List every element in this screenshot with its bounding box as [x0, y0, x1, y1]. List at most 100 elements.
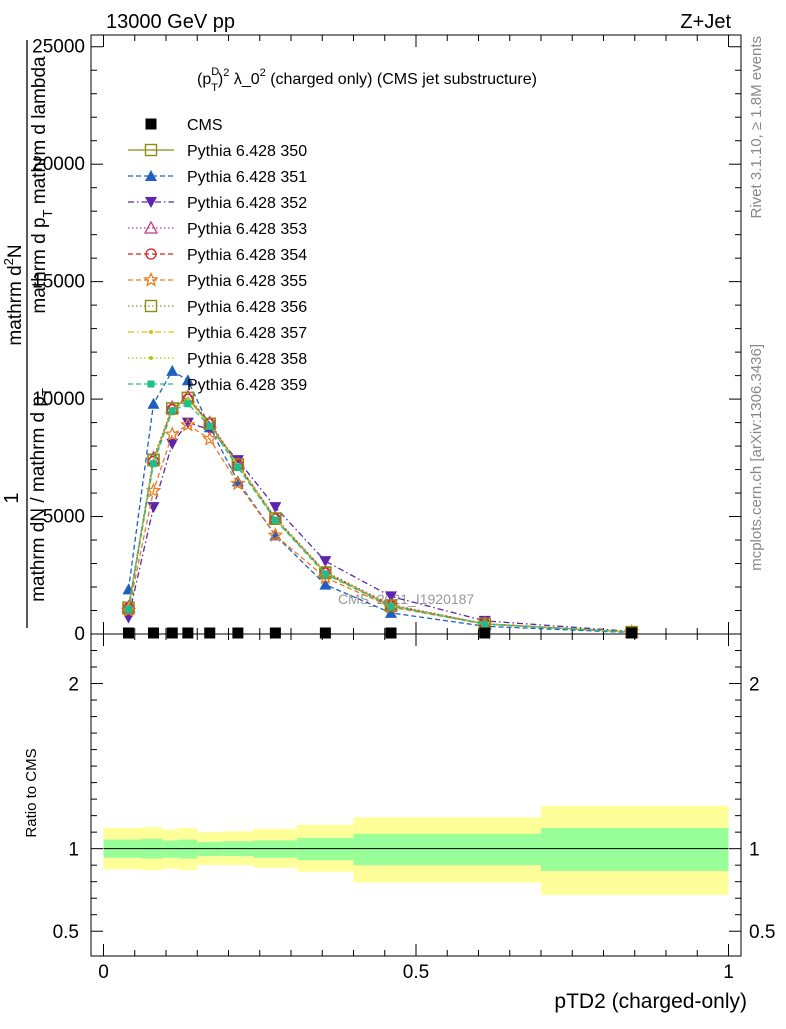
legend-item: Pythia 6.428 353: [128, 220, 307, 238]
ylabel-denominator: mathrm dN / mathrm d pT: [28, 388, 54, 602]
data-point: [185, 397, 190, 402]
legend-item: Pythia 6.428 350: [128, 143, 307, 160]
ratio-y-tick-label-right: 2: [749, 675, 760, 696]
main-y-tick-label: 0: [74, 624, 85, 645]
ratio-y-tick-label-right: 0.5: [749, 922, 775, 943]
legend-item: CMS: [145, 117, 223, 134]
data-point: [269, 627, 281, 639]
data-point: [385, 627, 397, 639]
title-part-open: (p: [197, 71, 211, 88]
ratio-plot: 0.5 0.5 1 1 2 2 0 0.5 1 Ratio to CMS pTD2 (char…: [23, 633, 776, 1013]
data-point: [204, 627, 216, 639]
main-y-tick-labels: 0 5000 10000 15000 20000 25000: [32, 37, 85, 645]
data-point: [166, 627, 178, 639]
x-tick-label: 1: [723, 962, 734, 983]
data-point: [479, 627, 491, 639]
ylabel-num-c: mathrm d p: [29, 217, 50, 313]
data-point: [184, 400, 192, 408]
ylabel-num-sup: 2: [1, 258, 16, 265]
series-pythia-6-428-354: [122, 393, 638, 638]
legend-marker: [145, 248, 157, 260]
title-part-sup-2: 2: [223, 67, 229, 79]
legend-label: CMS: [187, 117, 223, 134]
main-y-tick-label: 25000: [32, 37, 85, 58]
legend-item: Pythia 6.428 359: [128, 377, 307, 394]
data-point: [384, 599, 398, 612]
legend-item: Pythia 6.428 356: [128, 299, 307, 316]
title-part-close: ): [218, 71, 223, 88]
legend-label: Pythia 6.428 356: [187, 299, 307, 316]
ratio-y-tick-label: 0.5: [53, 922, 79, 943]
ratio-inner-band: [428, 833, 541, 866]
data-point: [319, 578, 332, 590]
legend-item: Pythia 6.428 352: [128, 195, 307, 212]
legend-label: Pythia 6.428 354: [187, 247, 307, 264]
ylabel-den-sub: T: [39, 388, 54, 396]
data-point: [234, 463, 242, 471]
ratio-y-axis-label: Ratio to CMS: [23, 748, 40, 837]
data-point: [125, 605, 132, 613]
data-point: [181, 374, 194, 386]
data-point: [269, 502, 282, 514]
ylabel-numerator-2: mathrm d pT mathrm d lambda: [29, 56, 55, 314]
data-point: [321, 570, 329, 578]
ratio-y-tick-label: 1: [68, 840, 79, 861]
ratio-y-tick-labels: 0.5 0.5 1 1 2 2: [53, 675, 776, 944]
series-pythia-6-428-359: [125, 400, 636, 636]
ylabel-num-a: mathrm d: [5, 265, 26, 345]
x-tick-label: 0: [98, 962, 109, 983]
data-point: [231, 455, 244, 467]
data-point: [319, 556, 332, 568]
side-label-mcplots: mcplots.cern.ch [arXiv:1306.3436]: [748, 344, 765, 571]
legend-label: Pythia 6.428 357: [187, 325, 307, 342]
data-point: [148, 627, 159, 639]
main-y-tick-label: 20000: [32, 154, 85, 175]
ratio-inner-band: [353, 833, 429, 866]
legend-item: Pythia 6.428 358: [128, 351, 307, 368]
series-line: [127, 403, 632, 633]
data-point: [147, 502, 160, 514]
watermark-analysis-id: CMS_2021_I1920187: [338, 591, 474, 607]
data-point: [168, 407, 176, 415]
ylabel-num-d: mathrm d lambda: [29, 56, 50, 210]
main-y-axis-label: 1 mathrm dN / mathrm d pT mathrm d2N mat…: [1, 40, 55, 628]
series-layer: [120, 364, 640, 639]
data-point: [385, 591, 397, 603]
main-y-tick-label: 10000: [32, 389, 85, 410]
data-point: [122, 612, 135, 624]
main-y-tick-label: 15000: [32, 272, 85, 293]
legend-marker: [147, 380, 155, 388]
legend-marker: [144, 299, 158, 313]
ylabel-num-b: N: [5, 244, 26, 258]
data-point: [269, 512, 282, 525]
data-point: [166, 438, 179, 450]
legend-item: Pythia 6.428 351: [128, 169, 307, 186]
data-point: [206, 422, 214, 430]
ratio-inner-band: [541, 828, 729, 871]
legend-label: Pythia 6.428 359: [187, 377, 307, 394]
side-label-rivet: Rivet 3.1.10, ≥ 1.8M events: [748, 36, 765, 219]
data-point: [271, 516, 279, 524]
data-point: [319, 627, 331, 639]
ratio-bands: [103, 805, 729, 895]
data-point: [232, 627, 244, 639]
title-part-sup-3: 2: [260, 67, 266, 79]
ratio-y-tick-label-right: 1: [749, 840, 760, 861]
series-line: [127, 424, 632, 633]
header-process-label: Z+Jet: [680, 11, 731, 33]
series-cms: [123, 627, 638, 639]
legend-marker: [145, 170, 157, 181]
data-point: [150, 460, 157, 468]
data-point: [626, 627, 638, 639]
data-point: [387, 602, 395, 610]
legend-item: Pythia 6.428 357: [128, 325, 307, 342]
x-tick-label: 0.5: [403, 962, 429, 983]
data-point: [319, 566, 332, 579]
header-energy-label: 13000 GeV pp: [106, 11, 235, 33]
legend-marker: [145, 118, 157, 130]
x-axis-label: pTD2 (charged-only): [554, 990, 747, 1013]
data-point: [385, 606, 397, 618]
ratio-y-tick-label: 2: [68, 675, 79, 696]
title-part-sub-t: T: [211, 82, 218, 94]
